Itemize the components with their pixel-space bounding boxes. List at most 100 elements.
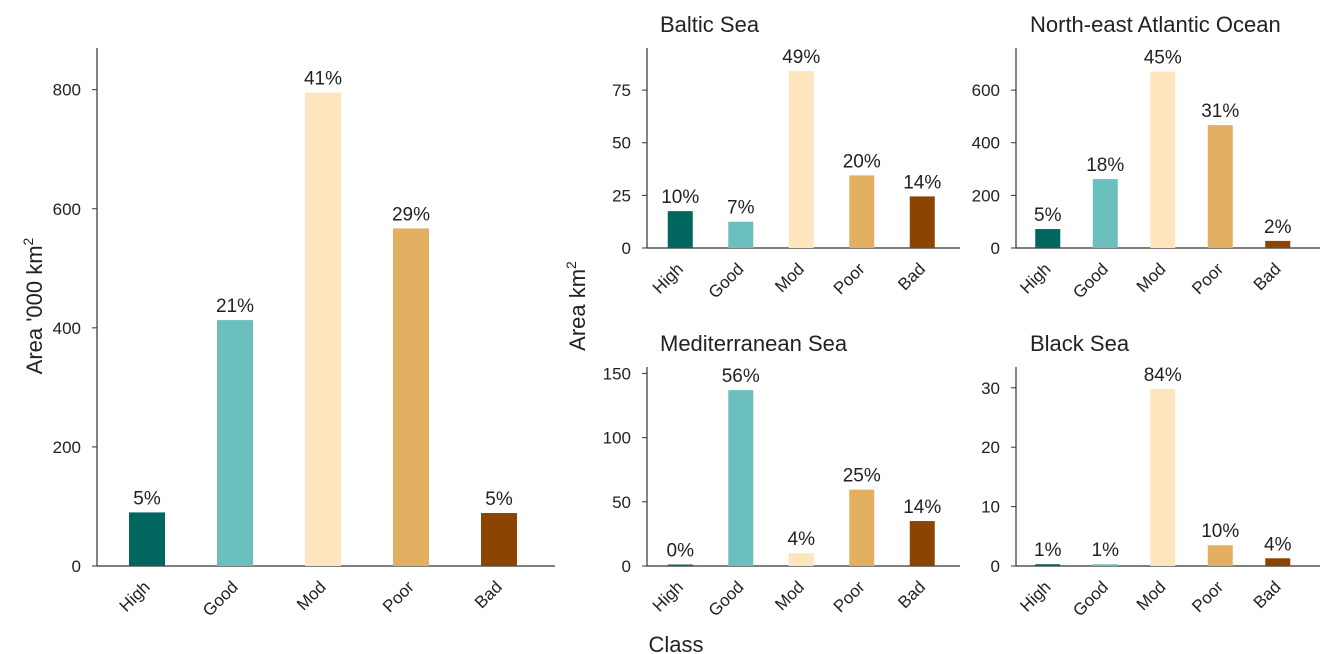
bar-poor — [849, 489, 875, 566]
x-tick-label: Bad — [1250, 577, 1285, 612]
bar-high — [129, 512, 165, 566]
bar-value-label: 56% — [722, 366, 760, 387]
x-tick-label: Good — [705, 259, 748, 302]
x-tick-label: Bad — [471, 577, 506, 612]
bar-mod — [1150, 388, 1176, 566]
y-tick-label: 25 — [612, 186, 631, 205]
x-tick-label: Poor — [830, 577, 869, 616]
x-tick-label: Poor — [1188, 577, 1227, 616]
bar-value-label: 5% — [1034, 205, 1062, 226]
bar-value-label: 45% — [1144, 48, 1182, 69]
bar-high — [1035, 229, 1061, 248]
panel-baltic-sea: 0 25 50 75 10% High 7% Good 49% Mod 20% Poor 14% Bad B… — [612, 12, 960, 302]
y-tick-label: 600 — [972, 81, 1000, 100]
x-tick-label: High — [1016, 259, 1054, 297]
bar-value-label: 14% — [903, 497, 941, 518]
bar-value-label: 4% — [788, 529, 816, 550]
bar-value-label: 2% — [1264, 217, 1292, 238]
bar-bad — [481, 513, 517, 566]
y-tick-label: 600 — [53, 200, 81, 219]
bar-value-label: 5% — [133, 488, 161, 509]
bar-good — [1092, 179, 1118, 248]
bar-value-label: 18% — [1086, 155, 1124, 176]
y-tick-label: 0 — [991, 557, 1000, 576]
bar-value-label: 84% — [1144, 365, 1182, 386]
x-tick-label: High — [116, 577, 154, 615]
panel-title: Black Sea — [1030, 331, 1130, 356]
bar-value-label: 4% — [1264, 534, 1292, 555]
bar-value-label: 49% — [782, 47, 820, 68]
y-tick-label: 0 — [991, 239, 1000, 258]
bar-value-label: 20% — [843, 151, 881, 172]
x-tick-label: Good — [1069, 259, 1112, 302]
bar-bad — [1265, 240, 1291, 248]
shared-y-axis-title: Area km2 — [563, 261, 590, 351]
panel-title: Mediterranean Sea — [660, 331, 848, 356]
y-tick-label: 800 — [53, 81, 81, 100]
bar-value-label: 31% — [1201, 101, 1239, 122]
bar-value-label: 1% — [1092, 540, 1120, 561]
bar-mod — [305, 92, 341, 566]
y-tick-label: 50 — [612, 134, 631, 153]
bar-value-label: 25% — [843, 466, 881, 487]
x-tick-label: Mod — [771, 259, 808, 296]
y-tick-label: 10 — [981, 498, 1000, 517]
bar-high — [667, 564, 693, 566]
y-tick-label: 200 — [53, 438, 81, 457]
y-tick-label: 30 — [981, 379, 1000, 398]
bar-value-label: 10% — [661, 187, 699, 208]
x-tick-label: Mod — [771, 577, 808, 614]
bar-mod — [788, 71, 814, 248]
x-tick-label: Poor — [379, 577, 418, 616]
x-tick-label: Bad — [1250, 259, 1285, 294]
bar-value-label: 5% — [485, 489, 513, 510]
bar-value-label: 21% — [216, 296, 254, 317]
x-tick-label: High — [649, 259, 687, 297]
y-tick-label: 400 — [53, 319, 81, 338]
y-tick-label: 75 — [612, 81, 631, 100]
y-tick-label: 50 — [612, 493, 631, 512]
bar-value-label: 1% — [1034, 540, 1062, 561]
x-tick-label: High — [649, 577, 687, 615]
x-tick-label: Good — [705, 577, 748, 620]
bar-poor — [849, 175, 875, 248]
panel-title: North-east Atlantic Ocean — [1030, 12, 1281, 37]
panel-title: Baltic Sea — [660, 12, 760, 37]
x-tick-label: Good — [199, 577, 242, 620]
x-tick-label: Mod — [1133, 577, 1170, 614]
bar-poor — [1207, 545, 1233, 566]
bar-bad — [1265, 558, 1291, 566]
bar-poor — [393, 228, 429, 566]
bar-bad — [909, 521, 935, 566]
y-tick-label: 150 — [603, 364, 631, 383]
panel-total: 0 200 400 600 800 5% High 21% Good 41% Mod 29% Poor 5… — [53, 48, 555, 620]
bar-good — [728, 390, 754, 566]
bar-value-label: 41% — [304, 69, 342, 90]
y-tick-label: 0 — [622, 557, 631, 576]
bar-mod — [1150, 71, 1176, 249]
y-tick-label: 0 — [72, 557, 81, 576]
bar-poor — [1207, 125, 1233, 248]
x-tick-label: Mod — [1133, 259, 1170, 296]
bar-high — [667, 211, 693, 248]
bar-good — [728, 221, 754, 248]
bar-good — [1092, 564, 1118, 566]
panel-black-sea: 0 10 20 30 1% High 1% Good 84% Mod 10% Poor 4% Bad Bla… — [981, 331, 1320, 620]
bar-value-label: 7% — [727, 198, 755, 219]
y-tick-label: 0 — [622, 239, 631, 258]
y-tick-label: 100 — [603, 429, 631, 448]
bar-high — [1035, 564, 1061, 566]
x-tick-label: High — [1016, 577, 1054, 615]
x-tick-label: Mod — [293, 577, 330, 614]
x-tick-label: Poor — [1188, 259, 1227, 298]
x-tick-label: Bad — [894, 577, 929, 612]
left-y-axis-title: Area '000 km2 — [20, 237, 47, 374]
panel-mediterranean-sea: 0 50 100 150 0% High 56% Good 4% Mod 25% Poor 14% Bad… — [603, 331, 960, 620]
bar-value-label: 29% — [392, 204, 430, 225]
x-tick-label: Poor — [830, 259, 869, 298]
bar-good — [217, 320, 253, 566]
bar-mod — [788, 553, 814, 566]
x-tick-label: Good — [1069, 577, 1112, 620]
y-tick-label: 200 — [972, 186, 1000, 205]
